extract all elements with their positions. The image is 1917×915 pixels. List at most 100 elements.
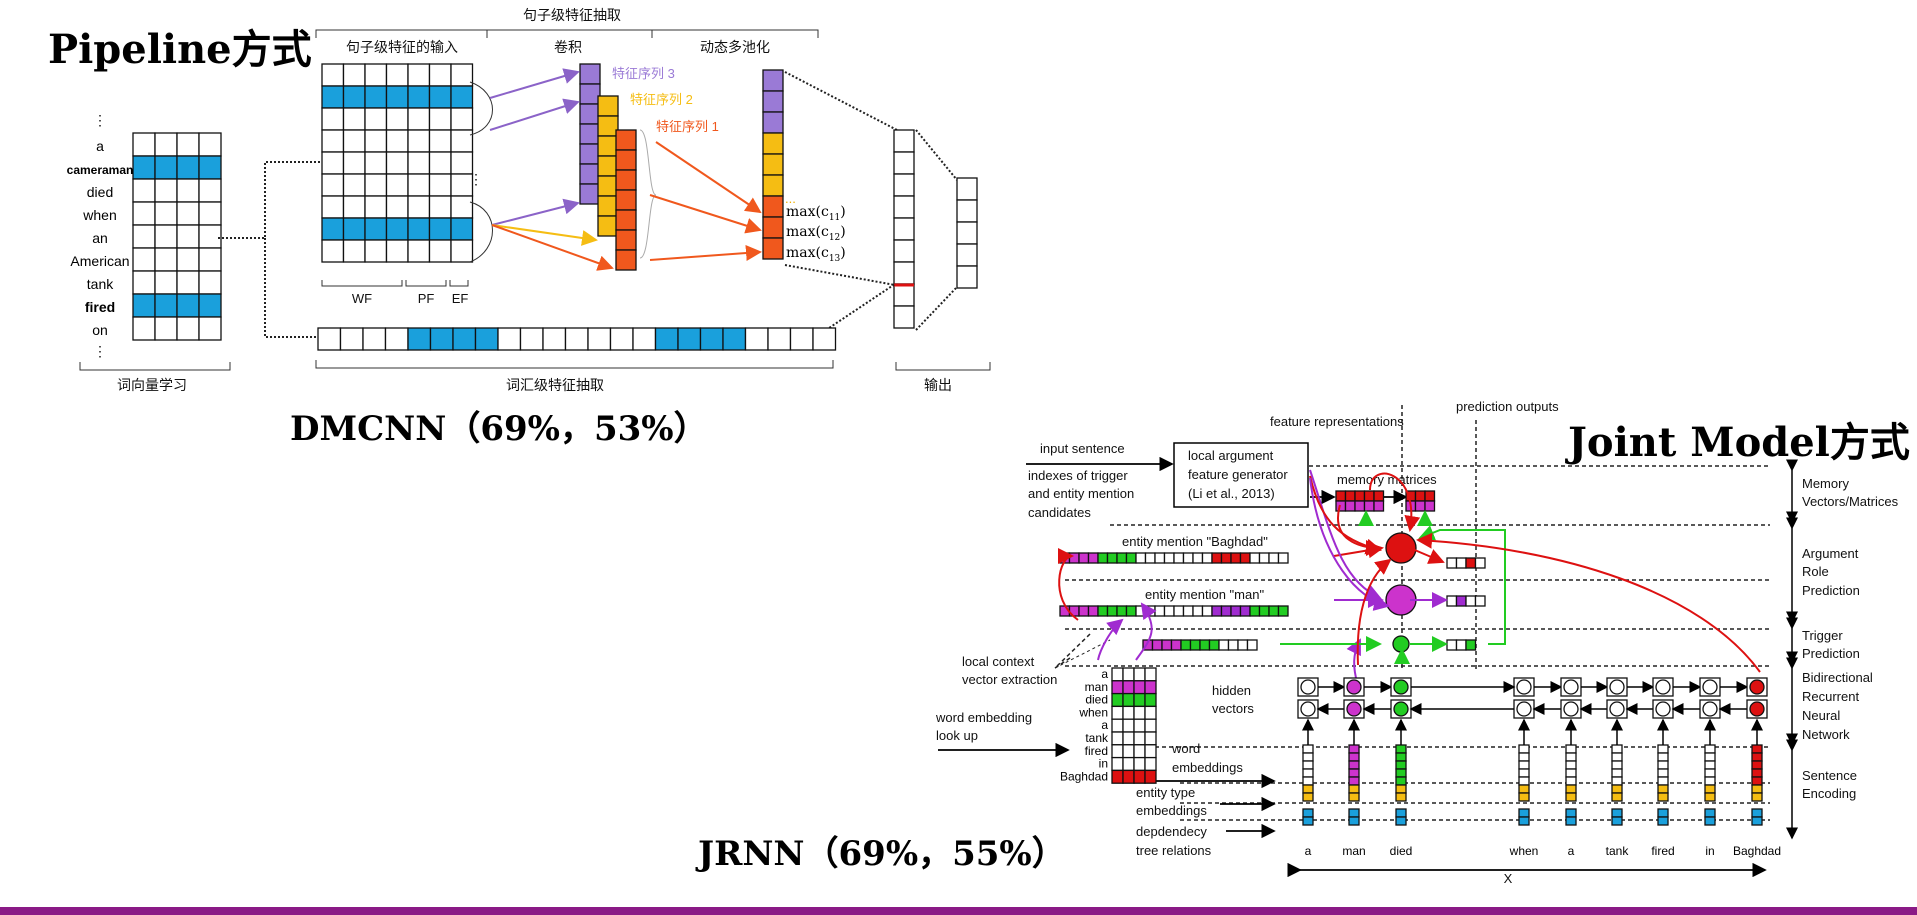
word-vector-cell — [154, 247, 178, 272]
max-c12-label: max(c12) — [786, 224, 846, 243]
arg-output-cell — [1455, 595, 1467, 607]
input-cell — [321, 239, 345, 263]
pf-label: PF — [418, 291, 435, 306]
trigger-vector-cell — [1208, 639, 1220, 651]
arg-output-cell — [1465, 595, 1477, 607]
sentence-word-Baghdad: Baghdad — [1733, 844, 1781, 858]
input-cell — [385, 239, 409, 263]
input-sentence-label: input sentence — [1040, 441, 1125, 456]
rnn-forward-node — [1609, 679, 1625, 695]
man-vector-cell — [1211, 605, 1223, 617]
memory-matrices-label: memory matrices — [1337, 472, 1437, 487]
lexical-cell — [812, 327, 837, 351]
arg-output-cell — [1474, 595, 1486, 607]
man-vector-cell — [1087, 605, 1099, 617]
man-vector-cell — [1230, 605, 1242, 617]
input-cell — [364, 129, 388, 153]
memory-row-cell — [1424, 490, 1436, 502]
baghdad-vector-cell — [1220, 552, 1232, 564]
trigger-vector-cell — [1189, 639, 1201, 651]
input-cell — [321, 107, 345, 131]
dep-cell — [1348, 808, 1360, 818]
word-vector-cell — [176, 178, 200, 203]
baghdad-vector-cell — [1173, 552, 1185, 564]
word-emb-cell — [1395, 752, 1407, 762]
entity-type-2: embeddings — [1136, 803, 1207, 818]
memory-row-cell — [1414, 490, 1426, 502]
word-emb-cell — [1302, 744, 1314, 754]
memory-row-cell — [1335, 490, 1347, 502]
word-emb-cell — [1611, 744, 1623, 754]
sentence-feature-header: 句子级特征抽取 — [523, 7, 621, 23]
word-emb-cell — [1518, 768, 1530, 778]
output-column — [956, 177, 978, 289]
dep-cell — [1302, 808, 1314, 818]
conv-cell-3 — [615, 149, 637, 171]
dynamic-pooling-label: 动态多池化 — [700, 39, 770, 55]
bottom-accent-bar — [0, 907, 1917, 915]
word-emb-cell — [1611, 768, 1623, 778]
trigger-vector-cell — [1237, 639, 1249, 651]
embedding-cell — [1133, 705, 1146, 720]
conv-cell-2 — [597, 155, 619, 177]
arg-output-cell — [1446, 595, 1458, 607]
sentence-input-matrix — [321, 63, 474, 263]
input-cell — [321, 63, 345, 87]
local-arg-1: local argument — [1188, 448, 1274, 463]
lexical-cell — [632, 327, 657, 351]
dep-cell — [1657, 816, 1669, 826]
argument-node-baghdad — [1385, 532, 1417, 564]
output-cell — [956, 243, 978, 267]
trigger-vector-cell — [1170, 639, 1182, 651]
baghdad-vector-cell — [1078, 552, 1090, 564]
embedding-cell — [1122, 769, 1135, 784]
embedding-cell — [1144, 756, 1157, 772]
word-vector-cell — [176, 270, 200, 295]
input-cell — [385, 63, 409, 87]
word-vector-cell — [198, 293, 222, 318]
word-vector-cell — [132, 132, 156, 157]
word-emb-cell — [1611, 760, 1623, 770]
dep-cell — [1518, 808, 1530, 818]
word-emb-cell — [1302, 768, 1314, 778]
embedding-cell — [1133, 692, 1146, 708]
word-vector-cell — [176, 224, 200, 249]
word-emb-cell — [1395, 760, 1407, 770]
man-vector-cell — [1182, 605, 1194, 617]
memory-row-cell — [1354, 500, 1366, 512]
baghdad-vector-cell — [1277, 552, 1289, 564]
memory-row-cell — [1414, 500, 1426, 512]
embedding-cell — [1122, 692, 1135, 708]
x-axis-label: X — [1504, 871, 1513, 886]
pool-cell — [762, 69, 784, 92]
input-cell — [364, 63, 388, 87]
man-vector-cell — [1249, 605, 1261, 617]
word-emb-cell — [1395, 776, 1407, 786]
word-emb-cell — [1348, 776, 1360, 786]
input-cell — [342, 173, 366, 197]
word-emb-cell — [1518, 776, 1530, 786]
pool-cell — [762, 174, 784, 197]
input-cell — [364, 239, 388, 263]
lexical-feature-label: 词汇级特征抽取 — [506, 377, 604, 393]
baghdad-vector-cell — [1106, 552, 1118, 564]
word-emb-lookup-2: look up — [936, 728, 978, 743]
word-emb-cell — [1657, 768, 1669, 778]
pool-cell — [762, 237, 784, 260]
baghdad-vector-cell — [1258, 552, 1270, 564]
baghdad-vector-cell — [1249, 552, 1261, 564]
word-emb-cell — [1302, 760, 1314, 770]
dep-tree-1: depdendecy — [1136, 824, 1207, 839]
word-emb-cell — [1657, 752, 1669, 762]
word-vector-cell — [132, 247, 156, 272]
input-cell — [385, 85, 409, 109]
entity-type-cell — [1395, 792, 1407, 802]
conv-cell-3 — [615, 169, 637, 191]
sentence-word-man: man — [1342, 844, 1365, 858]
max-c13-label: max(c13) — [786, 245, 846, 264]
joint-model-title: Joint Model方式 — [1565, 419, 1910, 466]
input-cell — [342, 217, 366, 241]
word-emb-cell — [1751, 744, 1763, 754]
embedding-cell — [1111, 667, 1124, 682]
rnn-backward-node — [1563, 701, 1579, 717]
